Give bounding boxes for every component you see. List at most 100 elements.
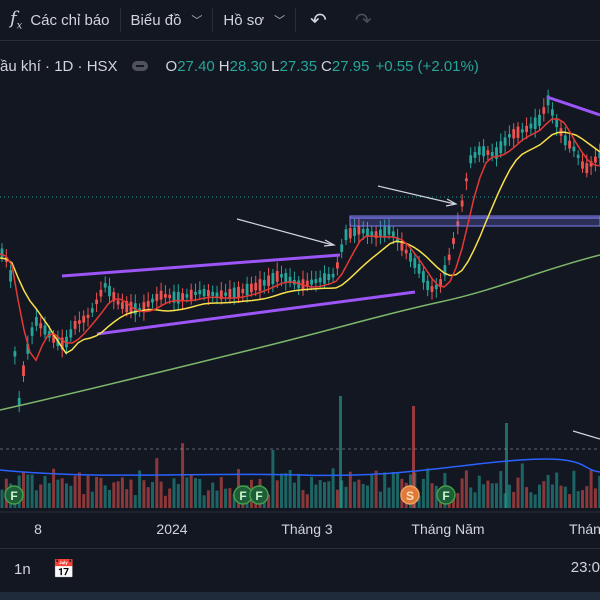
- event-marker[interactable]: [249, 485, 269, 505]
- volume-bar: [339, 396, 342, 508]
- arrow-line[interactable]: [572, 430, 600, 440]
- volume-bar: [550, 484, 554, 508]
- lower-trendline[interactable]: [96, 290, 416, 336]
- volume-bar: [469, 487, 473, 508]
- candle-body: [284, 273, 288, 283]
- toolbar-divider: [295, 8, 297, 32]
- candle-body: [121, 302, 124, 309]
- volume-bar: [176, 484, 180, 508]
- volume-bar: [542, 481, 546, 508]
- indicators-label: Các chỉ báo: [30, 11, 110, 29]
- candle-body: [499, 141, 503, 154]
- candle-body: [129, 301, 133, 314]
- candle-body: [185, 294, 189, 298]
- candle-body: [90, 308, 94, 313]
- volume-bar: [82, 494, 86, 508]
- volume-bar: [52, 468, 56, 508]
- volume-bar: [133, 495, 137, 508]
- symbol-label[interactable]: ầu khí · 1D · HSX: [0, 57, 118, 75]
- undo-icon[interactable]: ↶: [310, 9, 327, 32]
- candle-body: [417, 264, 421, 274]
- date-range-icon[interactable]: 📅: [52, 558, 76, 579]
- volume-bar: [0, 489, 4, 508]
- volume-bar: [168, 488, 172, 508]
- candle-body: [529, 123, 533, 129]
- event-marker[interactable]: [436, 485, 456, 505]
- volume-bar: [378, 491, 382, 508]
- event-marker-letter: S: [406, 489, 414, 503]
- volume-bar: [99, 477, 103, 508]
- top-trendline[interactable]: [546, 95, 600, 117]
- volume-average-line: [0, 458, 600, 477]
- event-marker[interactable]: [400, 485, 420, 505]
- volume-bar: [56, 479, 60, 508]
- function-icon: fx: [10, 8, 23, 32]
- candle-body: [262, 280, 266, 286]
- arrow-line[interactable]: [377, 185, 456, 205]
- profile-button[interactable]: Hồ sơ ﹀: [213, 0, 295, 40]
- candle-body: [26, 343, 30, 354]
- candle-body: [430, 286, 434, 292]
- range-1y-button[interactable]: 1n: [14, 560, 31, 578]
- arrow-line[interactable]: [236, 218, 334, 246]
- event-marker-letter: F: [442, 489, 449, 503]
- candle-body: [383, 226, 387, 237]
- candle-body: [310, 279, 313, 285]
- candles: [0, 89, 600, 413]
- candle-body: [512, 129, 516, 139]
- volume-bar: [598, 475, 600, 508]
- indicators-button[interactable]: fx Các chỉ báo: [0, 0, 120, 40]
- volume-bar: [434, 485, 438, 508]
- candle-body: [361, 228, 365, 234]
- volume-bar: [593, 488, 597, 508]
- candle-body: [258, 279, 262, 291]
- hide-icon[interactable]: [131, 61, 148, 71]
- volume-bar: [215, 490, 219, 508]
- candle-body: [379, 229, 382, 237]
- volume-bar: [331, 468, 335, 508]
- candle-body: [108, 285, 111, 297]
- candle-body: [228, 289, 232, 298]
- volume-bar: [572, 470, 576, 508]
- candle-body: [538, 114, 541, 126]
- candle-body: [275, 271, 279, 282]
- candle-body: [439, 279, 442, 288]
- candle-body: [598, 152, 600, 158]
- candle-body: [572, 146, 576, 152]
- time-axis-tick-label: Tháng 3: [281, 521, 333, 537]
- resistance-zone[interactable]: [349, 215, 600, 227]
- candle-body: [82, 315, 86, 323]
- candle-body: [374, 231, 378, 239]
- redo-icon[interactable]: ↷: [354, 9, 372, 32]
- candle-body: [318, 277, 322, 283]
- candle-body: [164, 293, 167, 298]
- volume-bar: [327, 481, 331, 508]
- volume-bar: [391, 471, 395, 508]
- candle-body: [482, 146, 485, 157]
- candle-body: [314, 279, 318, 283]
- candle-body: [525, 125, 528, 132]
- volume-bar: [22, 471, 25, 508]
- candle-body: [477, 146, 481, 155]
- candle-body: [465, 178, 468, 182]
- close-value: 27.95: [331, 57, 370, 75]
- high-label: H: [218, 57, 230, 75]
- upper-trendline[interactable]: [61, 253, 341, 278]
- event-marker[interactable]: [4, 485, 24, 505]
- volume-bar: [396, 472, 400, 508]
- close-label: C: [321, 57, 332, 75]
- candle-body: [413, 258, 417, 268]
- candle-body: [116, 300, 120, 305]
- volume-bar: [86, 475, 90, 508]
- volume-bar: [417, 495, 421, 508]
- candle-body: [9, 270, 12, 282]
- volume-bar: [589, 470, 593, 508]
- candle-body: [486, 150, 490, 155]
- candle-body: [241, 288, 245, 294]
- layout-button[interactable]: Biểu đồ ﹀: [121, 0, 213, 40]
- volume-bar: [421, 478, 425, 508]
- candle-body: [520, 129, 524, 133]
- volume-bar: [224, 488, 228, 508]
